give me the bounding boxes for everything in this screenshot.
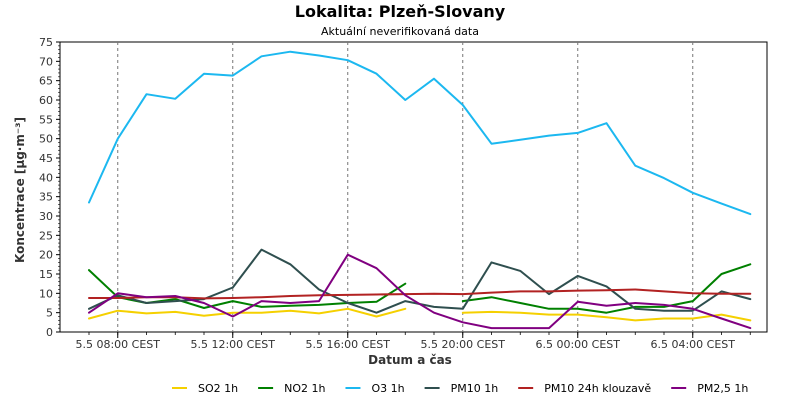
legend-label: PM2,5 1h: [697, 382, 748, 395]
series-1: [88, 307, 752, 322]
series-line: [461, 263, 752, 314]
y-tick-label: 60: [39, 94, 53, 107]
x-tick-label: 6.5 04:00 CEST: [650, 338, 735, 351]
y-axis-label: Koncentrace [µg·m⁻³]: [13, 117, 27, 263]
legend-item: PM10 24h klouzavě: [518, 382, 651, 395]
legend-label: PM10 1h: [451, 382, 499, 395]
legend-label: PM10 24h klouzavě: [544, 382, 651, 395]
y-tick-label: 65: [39, 75, 53, 88]
legend-item: PM2,5 1h: [671, 382, 748, 395]
legend-item: O3 1h: [345, 382, 405, 395]
chart-title: Lokalita: Plzeň-Slovany: [295, 2, 506, 21]
x-tick-label: 5.5 16:00 CEST: [305, 338, 390, 351]
series-line: [88, 288, 752, 300]
series-3: [88, 50, 752, 216]
series-line: [88, 50, 752, 216]
legend: SO2 1h NO2 1h O3 1h PM10 1h PM10 24h klouzav…: [172, 382, 748, 395]
x-axis-label: Datum a čas: [368, 353, 452, 367]
x-tick-label: 6.5 00:00 CEST: [535, 338, 620, 351]
series-line: [88, 253, 752, 330]
y-tick-label: 10: [39, 287, 53, 300]
series-line: [88, 307, 407, 320]
y-tick-label: 25: [39, 229, 53, 242]
x-tick-label: 5.5 12:00 CEST: [190, 338, 275, 351]
y-tick-label: 45: [39, 152, 53, 165]
series-line: [461, 310, 752, 322]
legend-label: O3 1h: [371, 382, 404, 395]
series-6: [88, 253, 752, 330]
y-tick-label: 0: [46, 326, 53, 339]
y-tick-label: 70: [39, 55, 53, 68]
series-5: [88, 288, 752, 300]
y-tick-label: 75: [39, 36, 53, 49]
y-tick-label: 40: [39, 171, 53, 184]
chart-subtitle: Aktuální neverifikovaná data: [321, 25, 479, 38]
legend-item: NO2 1h: [258, 382, 325, 395]
plot-frame: [59, 41, 768, 333]
y-tick-label: 15: [39, 268, 53, 281]
plot-area: 0 5 10 15 20 25 30 35 40 45 50 55 60 65 70 75 5.5 08:00 …: [39, 36, 768, 351]
y-tick-label: 20: [39, 249, 53, 262]
y-tick-label: 30: [39, 210, 53, 223]
y-tick-label: 55: [39, 113, 53, 126]
legend-label: SO2 1h: [198, 382, 238, 395]
y-tick-label: 35: [39, 191, 53, 204]
legend-item: PM10 1h: [424, 382, 499, 395]
x-tick-label: 5.5 08:00 CEST: [75, 338, 160, 351]
x-tick-label: 5.5 20:00 CEST: [420, 338, 505, 351]
legend-label: NO2 1h: [284, 382, 325, 395]
legend-item: SO2 1h: [172, 382, 238, 395]
y-tick-label: 5: [46, 307, 53, 320]
y-tick-label: 50: [39, 133, 53, 146]
